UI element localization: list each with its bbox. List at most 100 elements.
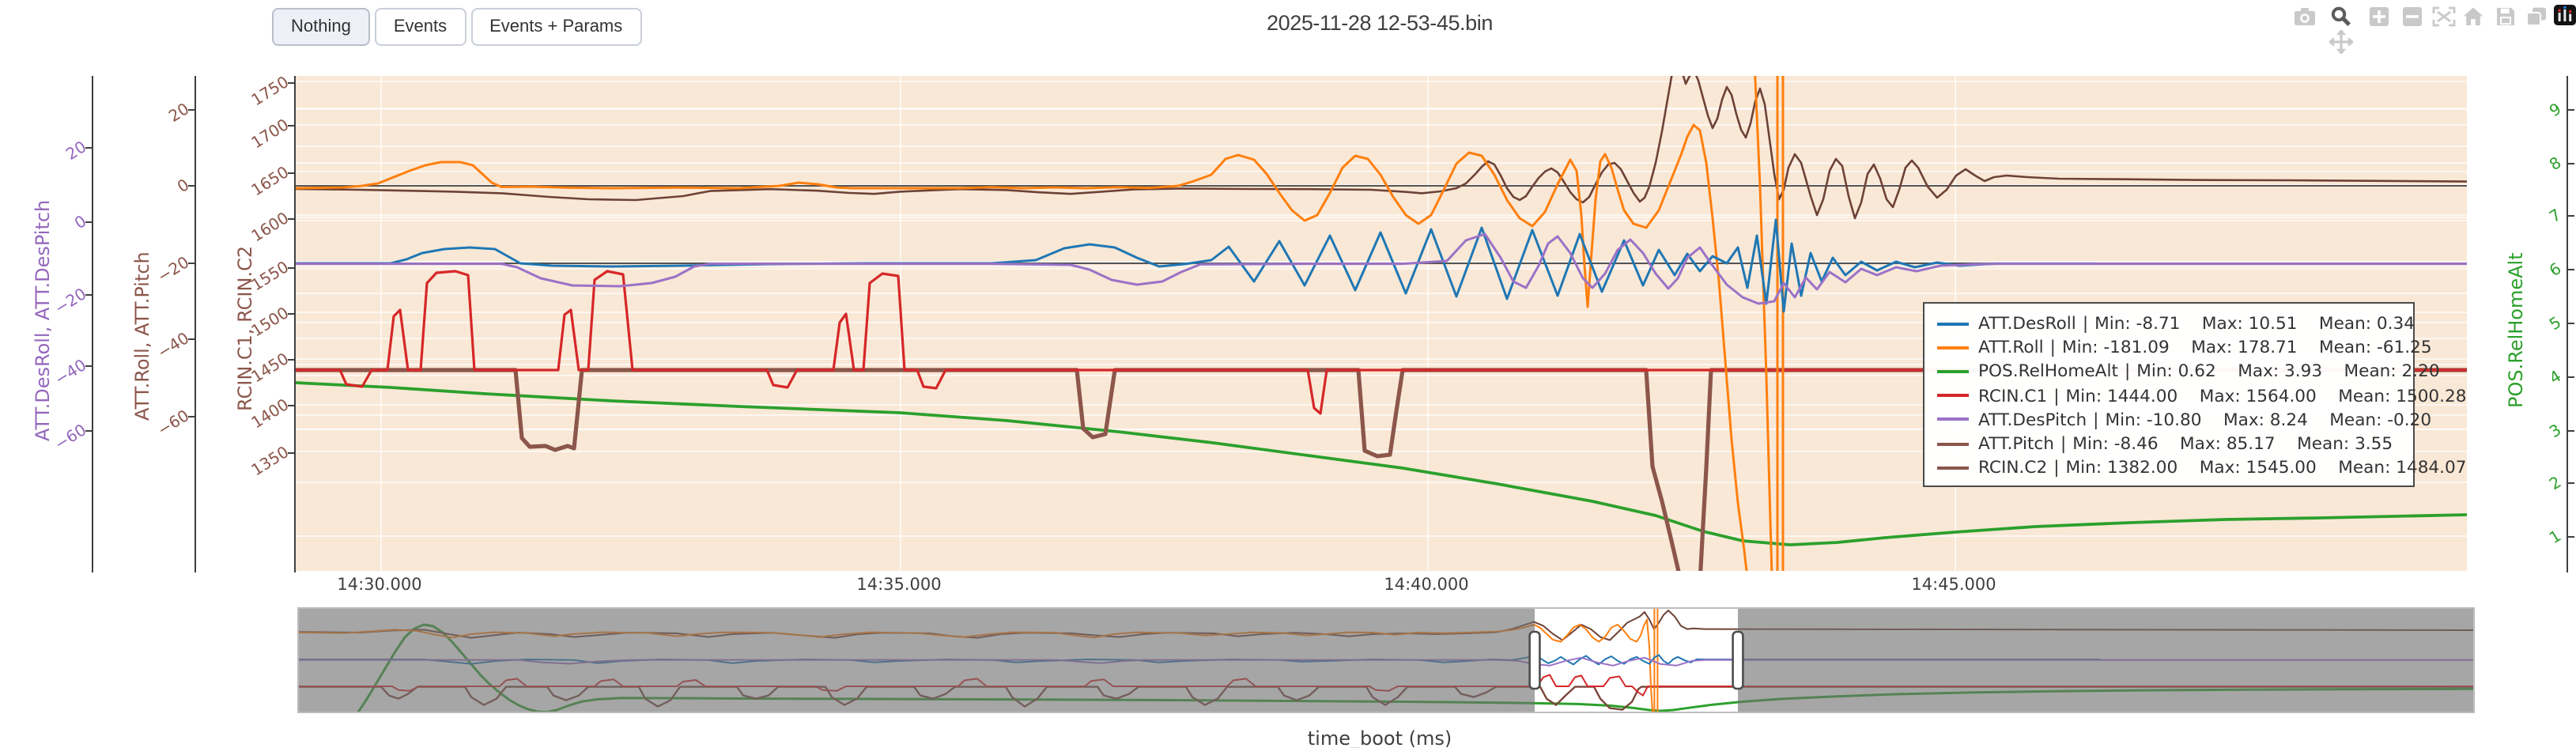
y4-tick-mark — [2568, 429, 2575, 432]
legend-series-stats: Min: 1382.00 Max: 1545.00 Mean: 1484.07 — [2065, 457, 2467, 478]
x-tick-label: 14:30.000 — [337, 576, 422, 595]
button-nothing[interactable]: Nothing — [272, 8, 370, 46]
slider-handle-right[interactable] — [1731, 629, 1743, 689]
legend-entry-POS.RelHomeAlt[interactable]: POS.RelHomeAlt | Min: 0.62 Max: 3.93 Mean:… — [1937, 360, 2440, 383]
x-tick-label: 14:35.000 — [856, 576, 942, 595]
legend-series-name: ATT.Roll — [1978, 337, 2044, 358]
y1-tick-mark — [85, 221, 91, 223]
slider-handle-left[interactable] — [1528, 629, 1540, 689]
y2-tick-label: 20 — [165, 100, 192, 126]
legend-separator: | — [2060, 433, 2067, 455]
page-title: 2025-11-28 12-53-45.bin — [1266, 11, 1493, 35]
legend-entry-ATT.Pitch[interactable]: ATT.Pitch | Min: -8.46 Max: 85.17 Mean: 3.… — [1937, 432, 2413, 455]
legend-series-stats: Min: 0.62 Max: 3.93 Mean: 2.20 — [2136, 361, 2440, 382]
y4-tick-mark — [2568, 376, 2575, 378]
legend-series-name: ATT.Pitch — [1978, 433, 2054, 455]
legend-swatch — [1937, 322, 1969, 326]
x-tick-label: 14:45.000 — [1911, 576, 1996, 595]
legend-swatch — [1937, 394, 1969, 398]
y2-tick-mark — [187, 185, 194, 187]
legend-series-stats: Min: -181.09 Max: 178.71 Mean: -61.25 — [2061, 337, 2432, 358]
y4-tick-mark — [2568, 109, 2575, 111]
slider-border — [297, 606, 2474, 712]
zoom-out-icon[interactable] — [2402, 6, 2427, 28]
y3-tick-mark — [288, 451, 294, 454]
slider-mask-right — [1737, 606, 2474, 712]
legend-series-name: ATT.DesRoll — [1978, 313, 2076, 334]
trace-POS.RelHomeAlt — [295, 381, 2466, 546]
y4-axis-title: POS.RelHomeAlt — [2505, 252, 2527, 408]
y4-tick-mark — [2568, 482, 2575, 485]
y4-tick-mark — [2568, 163, 2575, 165]
legend-swatch — [1937, 369, 1969, 373]
y4-axis-line — [2567, 76, 2569, 572]
plotly-logo-icon[interactable] — [2554, 5, 2576, 27]
main-chart[interactable] — [295, 76, 2466, 571]
legend-series-name: POS.RelHomeAlt — [1978, 361, 2118, 382]
slider-mask-left — [297, 606, 1534, 712]
trace-ATT.DesRoll — [295, 218, 2096, 313]
zoom-in-icon[interactable] — [2369, 6, 2394, 28]
legend-entry-RCIN.C2[interactable]: RCIN.C2 | Min: 1382.00 Max: 1545.00 Mean: … — [1937, 455, 2467, 479]
legend-swatch — [1937, 346, 1969, 349]
y3-tick-mark — [288, 217, 294, 220]
y3-tick-mark — [288, 312, 294, 315]
legend-separator: | — [2093, 409, 2099, 430]
button-events[interactable]: Events — [374, 8, 466, 46]
y1-axis-line — [91, 76, 93, 572]
copy-icon[interactable] — [2525, 6, 2551, 28]
legend-series-name: ATT.DesPitch — [1978, 409, 2087, 430]
legend-separator: | — [2049, 337, 2056, 358]
legend-separator: | — [2082, 313, 2089, 334]
camera-icon[interactable] — [2293, 6, 2318, 28]
y4-tick-mark — [2568, 323, 2575, 325]
y2-axis-line — [194, 76, 196, 572]
y1-tick-mark — [85, 365, 91, 367]
y4-tick-mark — [2568, 536, 2575, 538]
home-icon[interactable] — [2462, 6, 2487, 28]
y1-tick-label: 20 — [62, 138, 89, 164]
autoscale-icon[interactable] — [2432, 6, 2457, 28]
trace-ATT.Pitch — [295, 76, 2466, 220]
y3-tick-mark — [288, 81, 294, 84]
y4-tick-mark — [2568, 215, 2575, 217]
legend-separator: | — [2124, 361, 2131, 382]
legend-series-stats: Min: -8.46 Max: 85.17 Mean: 3.55 — [2072, 433, 2393, 455]
save-icon[interactable] — [2495, 6, 2521, 28]
pan-icon[interactable] — [2329, 30, 2355, 54]
range-slider[interactable] — [297, 606, 2474, 712]
legend-series-stats: Min: -8.71 Max: 10.51 Mean: 0.34 — [2094, 313, 2415, 334]
y2-tick-mark — [187, 415, 194, 417]
legend: ATT.DesRoll | Min: -8.71 Max: 10.51 Mean: … — [1923, 302, 2467, 488]
legend-separator: | — [2053, 385, 2060, 406]
legend-swatch — [1937, 442, 1969, 446]
y2-tick-mark — [187, 108, 194, 111]
legend-series-stats: Min: -10.80 Max: 8.24 Mean: -0.20 — [2105, 409, 2432, 430]
y4-tick-mark — [2568, 269, 2575, 271]
annotation-mode-button-group: Nothing Events Events + Params — [272, 8, 642, 46]
y2-tick-mark — [187, 262, 194, 264]
button-events-params[interactable]: Events + Params — [470, 8, 642, 46]
x-tick-label: 14:40.000 — [1384, 576, 1469, 595]
y2-axis-title: ATT.Roll, ATT.Pitch — [131, 251, 153, 421]
legend-entry-RCIN.C1[interactable]: RCIN.C1 | Min: 1444.00 Max: 1564.00 Mean: … — [1937, 383, 2467, 407]
y3-tick-mark — [288, 405, 294, 407]
legend-entry-ATT.DesRoll[interactable]: ATT.DesRoll | Min: -8.71 Max: 10.51 Mean: … — [1937, 312, 2415, 335]
y4-tick-label: 8 — [2547, 154, 2565, 176]
trace-ATT.DesPitch — [295, 232, 2466, 305]
legend-entry-ATT.DesPitch[interactable]: ATT.DesPitch | Min: -10.80 Max: 8.24 Mean:… — [1937, 408, 2431, 432]
y3-tick-mark — [288, 359, 294, 361]
trace-ATT.Roll — [295, 123, 1747, 571]
legend-series-stats: Min: 1444.00 Max: 1564.00 Mean: 1500.28 — [2065, 385, 2467, 406]
trace-RCIN.C1 — [295, 270, 2466, 415]
legend-separator: | — [2053, 457, 2060, 478]
zoom-icon[interactable] — [2329, 5, 2355, 27]
y4-tick-label: 1 — [2547, 527, 2565, 549]
y3-tick-mark — [288, 266, 294, 269]
y3-tick-mark — [288, 172, 294, 174]
legend-entry-ATT.Roll[interactable]: ATT.Roll | Min: -181.09 Max: 178.71 Mean: … — [1937, 335, 2432, 359]
x-axis-title: time_boot (ms) — [1307, 727, 1452, 748]
y4-tick-label: 3 — [2547, 421, 2565, 442]
traces — [295, 76, 2466, 571]
